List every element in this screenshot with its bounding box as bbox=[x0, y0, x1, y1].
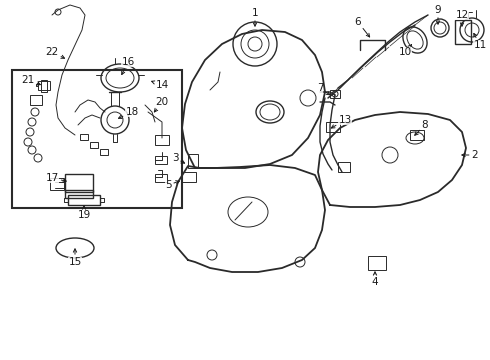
Text: 5: 5 bbox=[165, 180, 179, 190]
Bar bbox=[410, 130, 424, 140]
Text: 13: 13 bbox=[331, 115, 352, 128]
Bar bbox=[155, 156, 167, 164]
Bar bbox=[41, 80, 47, 92]
Bar bbox=[50, 178, 64, 190]
Bar bbox=[100, 149, 108, 155]
Text: 22: 22 bbox=[46, 47, 65, 58]
Text: 11: 11 bbox=[473, 33, 487, 50]
Text: 4: 4 bbox=[372, 272, 378, 287]
Text: 15: 15 bbox=[69, 249, 82, 267]
Text: 8: 8 bbox=[415, 120, 428, 135]
Bar bbox=[338, 162, 350, 172]
Text: 2: 2 bbox=[462, 150, 478, 160]
Bar bbox=[155, 135, 169, 145]
Bar bbox=[38, 81, 50, 90]
Text: 7: 7 bbox=[317, 83, 330, 95]
Text: 20: 20 bbox=[154, 97, 169, 112]
Text: 9: 9 bbox=[435, 5, 441, 24]
Text: 17: 17 bbox=[46, 173, 66, 183]
Bar bbox=[326, 122, 340, 132]
Text: 18: 18 bbox=[119, 107, 139, 118]
Bar bbox=[90, 142, 98, 148]
Text: 12: 12 bbox=[455, 10, 468, 26]
Bar bbox=[65, 190, 93, 198]
Text: 21: 21 bbox=[22, 75, 40, 85]
Text: 14: 14 bbox=[151, 80, 169, 90]
Bar bbox=[12, 70, 182, 208]
Bar bbox=[65, 174, 93, 192]
Text: 19: 19 bbox=[77, 206, 91, 220]
Text: 3: 3 bbox=[172, 153, 185, 163]
Bar bbox=[330, 90, 340, 98]
Text: 16: 16 bbox=[122, 57, 135, 75]
Text: 1: 1 bbox=[252, 8, 258, 26]
Bar bbox=[455, 20, 471, 44]
Bar bbox=[188, 154, 198, 168]
Bar bbox=[30, 95, 42, 105]
Bar bbox=[155, 174, 167, 182]
Text: 10: 10 bbox=[398, 45, 412, 57]
Text: 6: 6 bbox=[355, 17, 369, 37]
Bar bbox=[68, 195, 100, 205]
Bar bbox=[182, 172, 196, 182]
Bar bbox=[80, 134, 88, 140]
Bar bbox=[368, 256, 386, 270]
